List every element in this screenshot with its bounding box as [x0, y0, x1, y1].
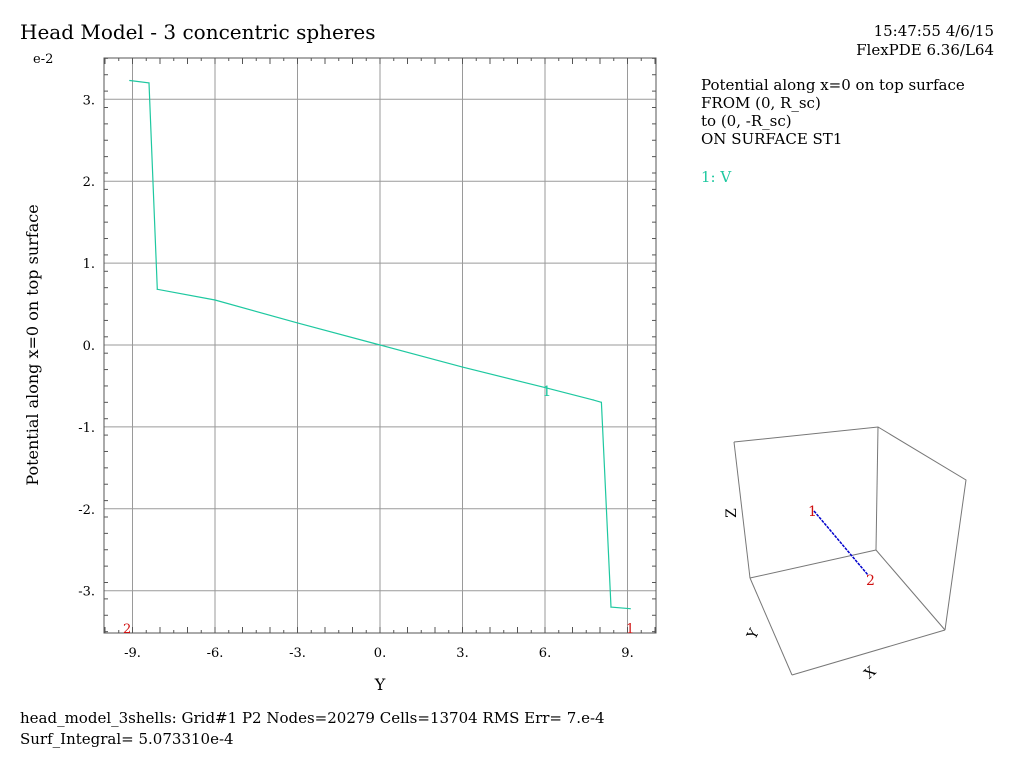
x-tick-label: 9. — [621, 646, 633, 661]
y-tick-label: 1. — [83, 257, 95, 272]
data-point — [610, 606, 612, 608]
software-version: FlexPDE 6.36/L64 — [856, 41, 994, 59]
data-point — [629, 608, 631, 610]
data-point — [148, 82, 150, 84]
curve-label: 1 — [542, 384, 551, 400]
box-axis-x: X — [861, 664, 879, 683]
box-edge — [733, 426, 967, 631]
surface-integral: Surf_Integral= 5.073310e-4 — [20, 730, 234, 748]
info-line-1: Potential along x=0 on top surface — [701, 76, 965, 94]
info-line-3: to (0, -R_sc) — [701, 112, 792, 130]
box-edge — [749, 549, 877, 579]
y-tick-label: 3. — [83, 93, 95, 108]
x-axis-label: Y — [374, 675, 386, 694]
orientation-box — [733, 426, 967, 676]
x-tick-label: 6. — [539, 646, 551, 661]
data-point — [156, 288, 158, 290]
series-line — [129, 79, 631, 610]
data-point — [379, 344, 381, 346]
evaluation-path — [813, 510, 869, 576]
box-edge — [875, 549, 946, 631]
data-point — [214, 299, 216, 301]
data-point — [129, 79, 131, 82]
endpoint-label-end: 1 — [626, 622, 634, 637]
tick-marks — [104, 57, 656, 633]
data-point — [296, 322, 299, 324]
info-line-4: ON SURFACE ST1 — [701, 130, 843, 148]
y-tick-label: -2. — [78, 503, 95, 518]
y-tick-label: 2. — [83, 175, 95, 190]
x-tick-label: -6. — [207, 646, 224, 661]
plot-info: Potential along x=0 on top surface FROM … — [701, 76, 965, 148]
y-axis-label: Potential along x=0 on top surface — [23, 204, 42, 485]
endpoint-label-start: 2 — [123, 622, 131, 637]
tick-labels: -9. -6. -3. 0. 3. 6. 9. 3. 2. 1. 0. -1. -2. -3. — [78, 93, 634, 661]
box-point-2: 2 — [866, 573, 875, 589]
box-edge — [749, 577, 793, 676]
data-point — [544, 386, 546, 389]
box-edge — [875, 426, 879, 551]
legend-entry: 1: V — [701, 168, 732, 186]
box-point-1: 1 — [808, 504, 817, 520]
x-tick-label: 0. — [374, 646, 386, 661]
y-tick-label: -1. — [78, 421, 95, 436]
series — [129, 79, 631, 610]
timestamp: 15:47:55 4/6/15 — [873, 22, 994, 40]
page-title: Head Model - 3 concentric spheres — [20, 20, 376, 44]
y-tick-label: -3. — [78, 585, 95, 600]
box-axis-z: Z — [724, 508, 740, 518]
run-summary: head_model_3shells: Grid#1 P2 Nodes=2027… — [20, 709, 605, 727]
y-tick-label: 0. — [83, 339, 95, 354]
data-point — [592, 399, 594, 401]
y-exponent-label: e-2 — [33, 52, 53, 67]
x-tick-label: -3. — [289, 646, 306, 661]
box-edge — [791, 629, 946, 676]
x-tick-label: 3. — [456, 646, 468, 661]
data-point — [461, 366, 464, 368]
box-axis-y: Y — [744, 626, 763, 643]
box-edge — [733, 441, 751, 579]
info-line-2: FROM (0, R_sc) — [701, 94, 821, 112]
data-point — [600, 401, 602, 403]
x-tick-label: -9. — [124, 646, 141, 661]
